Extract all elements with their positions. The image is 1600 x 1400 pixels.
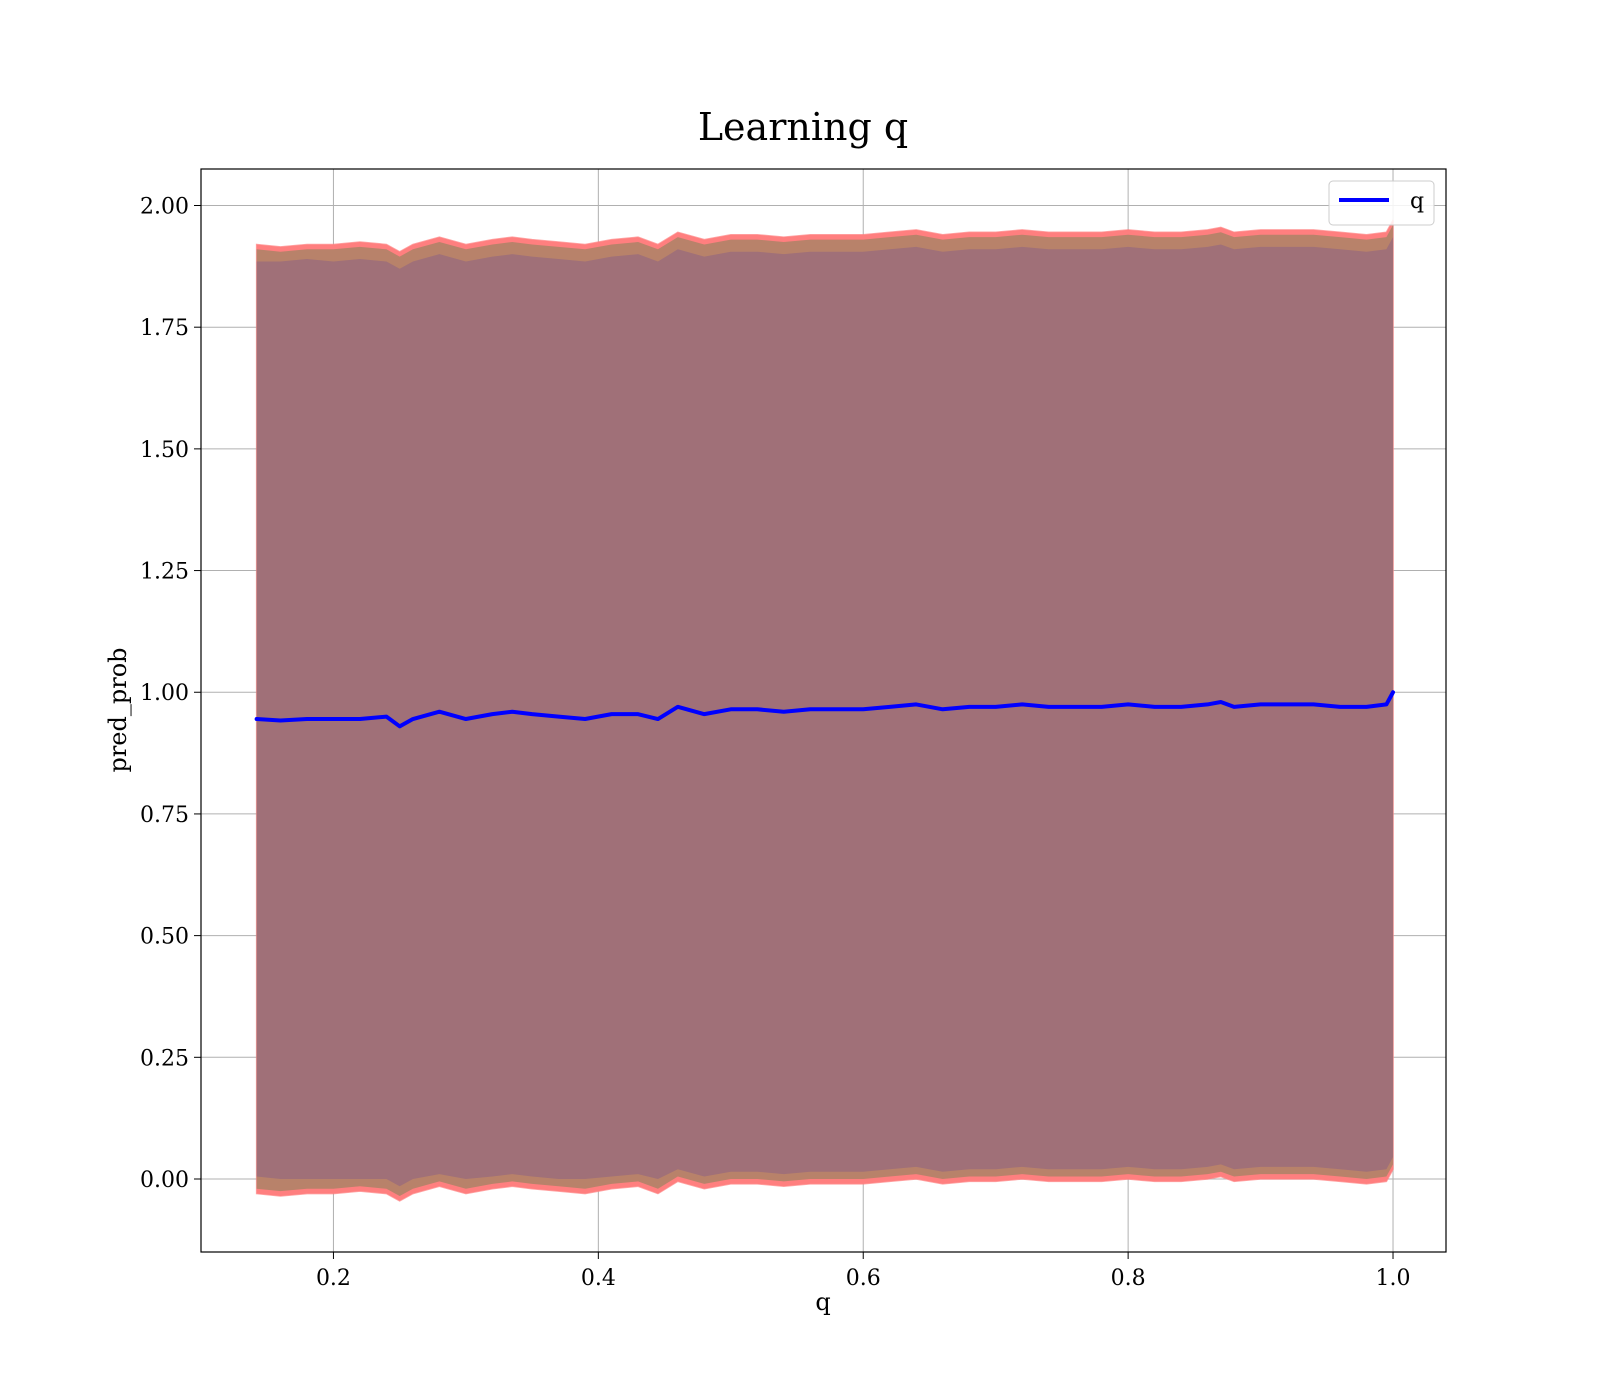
x-axis-ticks: 0.2 0.4 0.6 0.8 1.0: [316, 1252, 1411, 1291]
y-axis-label: pred_prob: [104, 647, 132, 772]
chart-title: Learning q: [698, 105, 908, 149]
y-tick-label: 1.25: [140, 560, 189, 585]
y-tick-label: 0.50: [140, 925, 189, 950]
y-tick-label: 0.00: [140, 1168, 189, 1193]
x-axis-label: q: [815, 1288, 830, 1316]
x-tick-label: 0.4: [581, 1266, 616, 1291]
plot-frame: [200, 168, 1447, 1253]
x-tick-label: 0.8: [1111, 1266, 1146, 1291]
series-lines: [254, 690, 1396, 729]
y-tick-label: 1.00: [140, 681, 189, 706]
x-tick-label: 1.0: [1376, 1266, 1411, 1291]
y-tick-label: 0.25: [140, 1046, 189, 1071]
x-tick-label: 0.2: [316, 1266, 351, 1291]
x-tick-label: 0.6: [846, 1266, 881, 1291]
y-tick-label: 0.75: [140, 803, 189, 828]
y-tick-label: 1.50: [140, 438, 189, 463]
y-axis-ticks: 0.00 0.25 0.50 0.75 1.00 1.25 1.50 1.75 2.00: [140, 195, 201, 1193]
inner-band: [256, 237, 1394, 1187]
series-line-q: [254, 690, 1396, 729]
legend-label-q: q: [1410, 189, 1424, 214]
y-tick-label: 1.75: [140, 316, 189, 341]
legend-frame: [1328, 180, 1435, 226]
plot-area: [200, 168, 1447, 1253]
y-tick-label: 2.00: [140, 195, 189, 220]
legend: q: [1328, 180, 1435, 226]
